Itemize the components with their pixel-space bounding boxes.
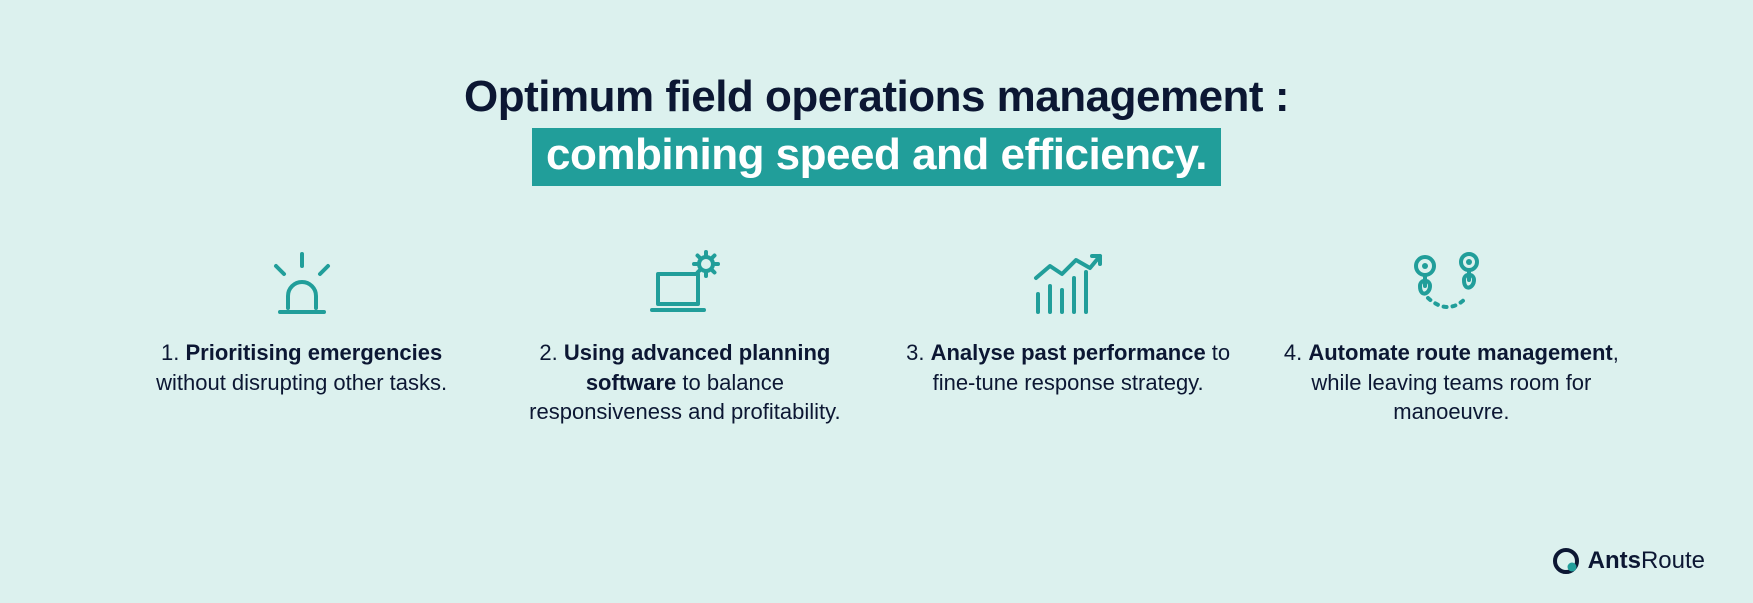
card-2-num: 2.	[539, 340, 557, 365]
chart-icon	[897, 238, 1240, 318]
logo-bold: Ants	[1588, 547, 1641, 574]
cards-row: 1. Prioritising emergencies without disr…	[0, 186, 1753, 427]
card-3-num: 3.	[906, 340, 924, 365]
card-3-bold: Analyse past performance	[931, 340, 1206, 365]
card-2-rest: to balance responsiveness and profitabil…	[529, 370, 840, 425]
logo-text: AntsRoute	[1588, 547, 1705, 575]
card-4-bold: Automate route management	[1308, 340, 1612, 365]
title-block: Optimum field operations management : co…	[0, 0, 1753, 186]
brand-logo: AntsRoute	[1552, 547, 1705, 575]
logo-rest: Route	[1641, 547, 1705, 574]
card-3: 3. Analyse past performance to fine-tune…	[897, 238, 1240, 427]
logo-icon	[1552, 547, 1580, 575]
card-3-text: 3. Analyse past performance to fine-tune…	[897, 338, 1240, 397]
card-4-num: 4.	[1284, 340, 1302, 365]
card-1-rest: without disrupting other tasks.	[156, 370, 447, 395]
route-icon	[1280, 238, 1623, 318]
alert-icon	[130, 238, 473, 318]
card-1: 1. Prioritising emergencies without disr…	[130, 238, 473, 427]
card-1-num: 1.	[161, 340, 179, 365]
title-line1: Optimum field operations management :	[0, 72, 1753, 122]
card-2-text: 2. Using advanced planning software to b…	[513, 338, 856, 427]
card-1-bold: Prioritising emergencies	[185, 340, 442, 365]
card-2: 2. Using advanced planning software to b…	[513, 238, 856, 427]
card-4: 4. Automate route management, while leav…	[1280, 238, 1623, 427]
card-1-text: 1. Prioritising emergencies without disr…	[130, 338, 473, 397]
title-line2: combining speed and efficiency.	[532, 128, 1221, 186]
card-4-text: 4. Automate route management, while leav…	[1280, 338, 1623, 427]
laptop-icon	[513, 238, 856, 318]
